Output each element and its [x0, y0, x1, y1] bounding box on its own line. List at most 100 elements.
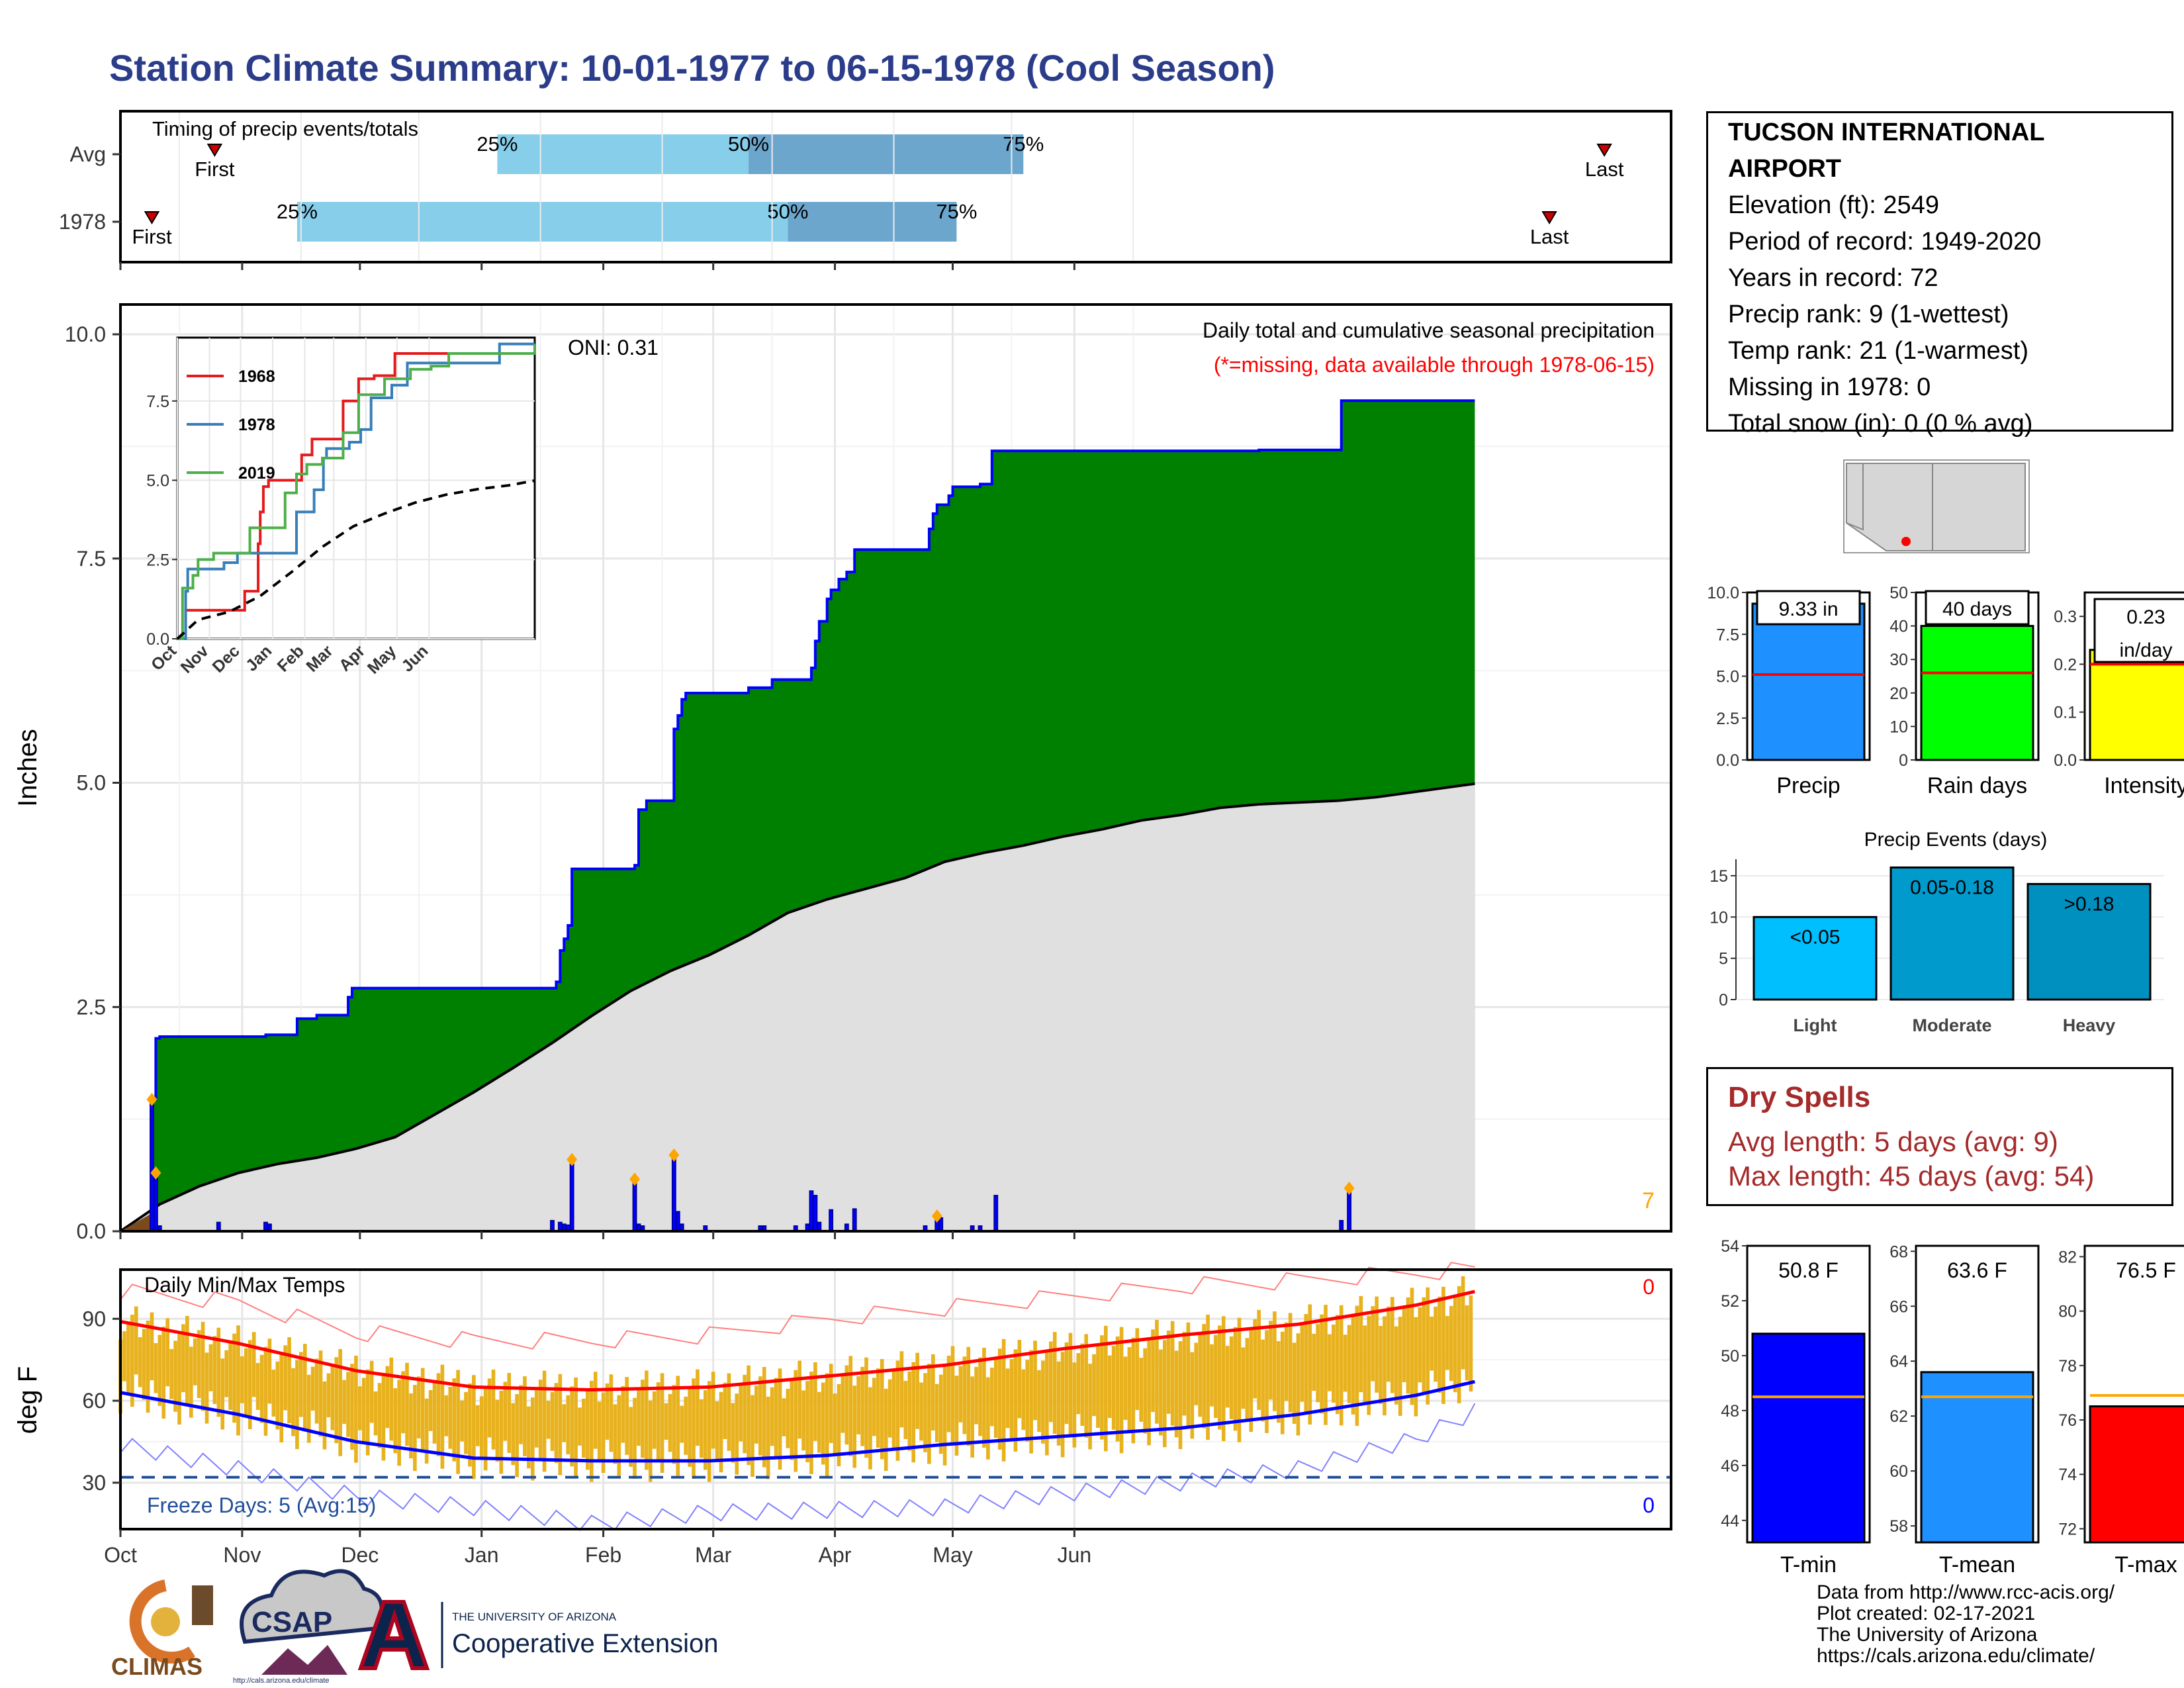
daily-temp-bar: [966, 1346, 971, 1446]
daily-temp-bar: [1390, 1297, 1394, 1393]
timing-marker-triangle: [1541, 211, 1557, 224]
daily-temp-bar: [751, 1395, 754, 1477]
daily-temp-bar: [1308, 1304, 1312, 1425]
precip-events-bar-label: <0.05: [1790, 926, 1841, 948]
average-precip-area: [120, 783, 1475, 1231]
daily-temp-bar: [1163, 1340, 1167, 1448]
daily-precip-bar: [550, 1219, 555, 1232]
timing-percent-label: 75%: [1003, 132, 1044, 156]
daily-temp-bar: [601, 1392, 606, 1473]
daily-temp-bar: [891, 1370, 896, 1450]
daily-temp-bar: [1265, 1330, 1269, 1433]
daily-temp-bar: [864, 1357, 868, 1458]
summary-temp-tick-label: 72: [2058, 1520, 2077, 1538]
early-season-wedge: [120, 1213, 152, 1231]
summary-temp-tick-label: 80: [2058, 1303, 2077, 1321]
daily-temp-bar: [1041, 1360, 1045, 1444]
daily-temp-bar: [589, 1380, 594, 1482]
daily-temp-bar: [475, 1405, 480, 1446]
timing-marker-triangle: [144, 211, 160, 224]
daily-temp-bar: [1332, 1324, 1336, 1403]
timing-percent-label: 50%: [767, 200, 808, 223]
daily-temp-bar: [271, 1370, 276, 1417]
daily-temp-bar: [1229, 1336, 1234, 1419]
daily-temp-bar: [126, 1323, 130, 1394]
daily-temp-bar: [1237, 1317, 1242, 1442]
daily-temp-bar: [672, 1385, 676, 1464]
daily-temp-bar: [825, 1373, 829, 1477]
daily-temp-bar: [1048, 1341, 1053, 1423]
daily-precip-bar: [150, 1099, 154, 1232]
daily-temp-bar: [1273, 1311, 1277, 1411]
daily-temp-bar: [574, 1377, 578, 1479]
daily-temp-bar: [1324, 1305, 1328, 1425]
daily-temp-bar: [1084, 1334, 1089, 1438]
daily-temp-bar: [1367, 1315, 1371, 1415]
precip-events-category: Light: [1794, 1015, 1837, 1035]
daily-temp-bar: [1430, 1316, 1433, 1371]
daily-temp-bar: [142, 1329, 146, 1400]
summary-temp-tick-label: 48: [1721, 1402, 1739, 1421]
daily-temp-bar: [1288, 1313, 1293, 1413]
daily-temp-bar: [735, 1393, 739, 1475]
daily-temp-bar: [1457, 1286, 1461, 1403]
summary-temp-tick-label: 62: [1889, 1407, 1908, 1426]
daily-temp-bar: [715, 1401, 719, 1461]
daily-temp-bar: [629, 1407, 633, 1467]
summary-precip-bar: [1920, 625, 2034, 761]
daily-temp-bar: [688, 1387, 692, 1467]
daily-temp-bar: [786, 1389, 790, 1448]
precip-events-title: Precip Events (days): [1864, 829, 2048, 851]
credit-line: https://cals.arizona.edu/climate/: [1817, 1645, 2095, 1667]
right-summary-column: 0.02.55.07.510.09.33 inPrecip01020304050…: [1706, 459, 2184, 1577]
summary-precip-value: 0.23: [2126, 606, 2165, 628]
summary-precip-tick-label: 7.5: [1716, 626, 1739, 644]
summary-precip-category: Rain days: [1927, 773, 2027, 798]
daily-temp-bar: [424, 1398, 429, 1464]
timing-panel: Timing of precip events/totals Avg 25% 50%…: [59, 110, 1672, 270]
precip-events-bar: [2026, 882, 2152, 1001]
daily-temp-bar: [158, 1335, 162, 1406]
daily-temp-bar: [558, 1374, 563, 1476]
daily-temp-bar: [428, 1389, 433, 1431]
daily-temp-bar: [723, 1382, 727, 1439]
station-location-dot: [1901, 537, 1911, 546]
timing-marker-label: Last: [1530, 225, 1569, 248]
daily-temp-bar: [1269, 1321, 1273, 1400]
daily-temp-bar: [232, 1333, 236, 1423]
daily-temp-bar: [974, 1366, 978, 1425]
daily-temp-bar: [361, 1378, 366, 1443]
daily-temp-bar: [138, 1337, 142, 1387]
record-high-count: 0: [1643, 1275, 1655, 1299]
daily-temp-bar: [165, 1318, 169, 1387]
daily-precip-marker: [668, 1148, 680, 1162]
precip-events-bar: [1752, 915, 1878, 1001]
summary-temp-category: T-mean: [1939, 1552, 2015, 1577]
summary-temp-tick-label: 52: [1721, 1292, 1739, 1311]
precip-events-tick-label: 15: [1709, 867, 1728, 886]
daily-precip-marker: [146, 1092, 158, 1106]
daily-precip-bar: [671, 1154, 676, 1232]
tmax-average-line: [120, 1289, 1475, 1392]
daily-temp-bar: [1359, 1295, 1363, 1393]
main-precip-panel: 0.0 2.5 5.0 7.5 10.0 Inches ONI: 0.31 Daily tot…: [13, 303, 1672, 1243]
daily-temp-bar: [700, 1399, 704, 1458]
daily-temp-bar: [1426, 1287, 1430, 1405]
daily-temp-bar: [778, 1368, 782, 1470]
daily-temp-bar: [495, 1399, 500, 1462]
precip-events-bar-label: 0.05-0.18: [1910, 876, 1994, 898]
daily-temp-bar: [1194, 1342, 1199, 1405]
daily-temp-bar: [684, 1396, 688, 1455]
daily-temp-bar: [393, 1388, 398, 1454]
daily-temp-bar: [1178, 1341, 1183, 1450]
daily-precip-marker: [629, 1172, 641, 1186]
summary-temp-tick-label: 58: [1889, 1517, 1908, 1536]
daily-temp-bar: [919, 1382, 923, 1441]
daily-temp-bar: [440, 1364, 445, 1469]
daily-temp-bar: [950, 1346, 955, 1444]
daily-temp-bar: [586, 1389, 590, 1470]
university-of-arizona-logo: THE UNIVERSITY OF ARIZONA Cooperative Ex…: [357, 1600, 718, 1670]
daily-temp-bar: [295, 1360, 299, 1450]
daily-temp-bar: [287, 1337, 291, 1424]
daily-temp-bar: [334, 1357, 339, 1444]
